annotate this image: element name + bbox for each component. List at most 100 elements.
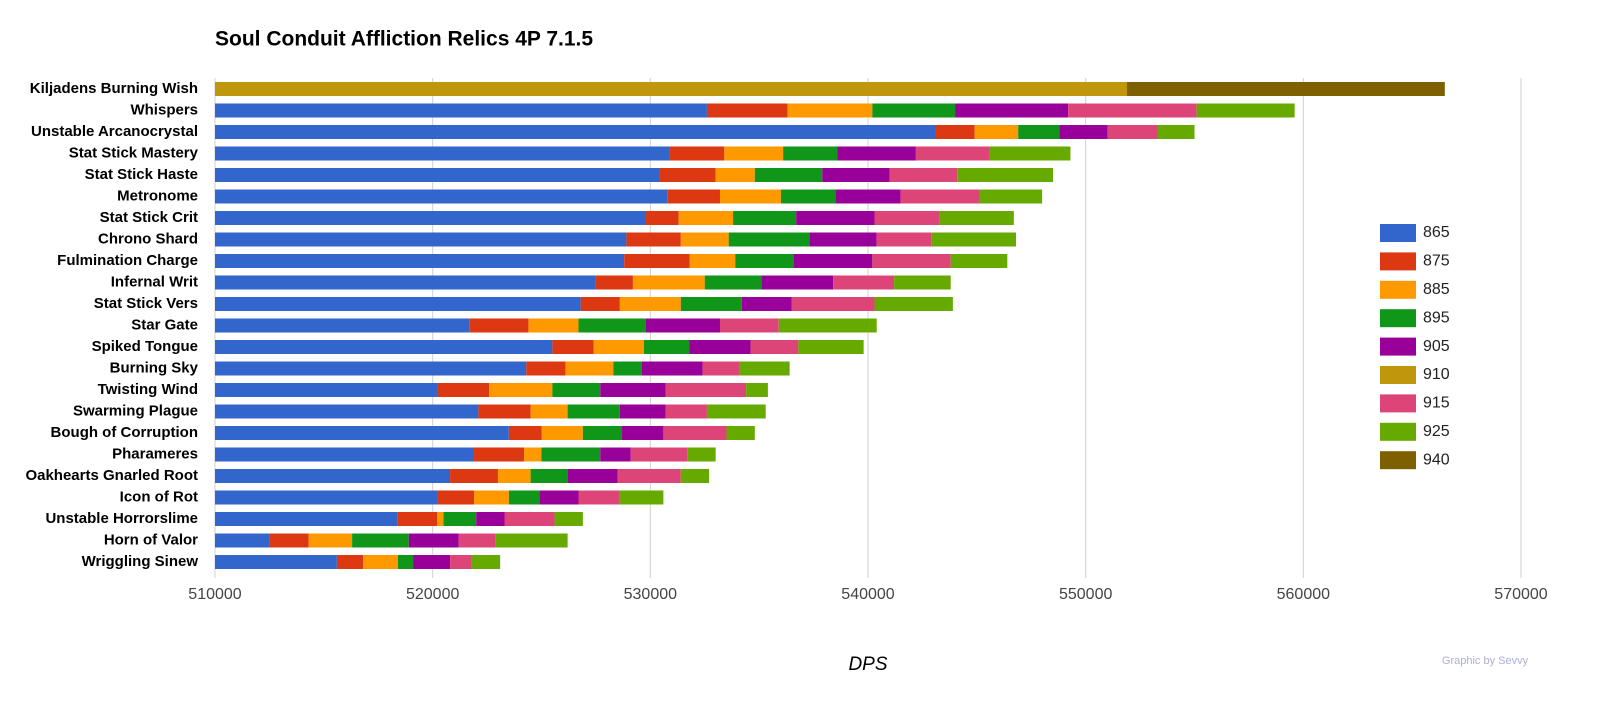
- bar-segment: [822, 168, 890, 182]
- bar-segment: [876, 232, 932, 247]
- bar-segment: [215, 512, 398, 526]
- bar-segment: [215, 254, 625, 268]
- bar-segment: [719, 189, 781, 204]
- x-tick-label: 550000: [1059, 586, 1112, 603]
- bar-segment: [726, 426, 755, 440]
- x-tick-label: 540000: [841, 586, 894, 603]
- bar-segment: [530, 469, 568, 483]
- bar-segment: [619, 297, 681, 311]
- bar-segment: [619, 490, 664, 505]
- legend-swatch: [1380, 422, 1416, 441]
- bar-segment: [215, 361, 527, 376]
- bar-segment: [582, 426, 623, 440]
- legend-swatch: [1380, 224, 1416, 242]
- bar-segment: [215, 490, 438, 505]
- bar-segment: [541, 426, 583, 440]
- bar-segment: [1196, 103, 1295, 118]
- category-label: Wriggling Sinew: [82, 553, 199, 570]
- category-label: Infernal Writ: [111, 273, 198, 290]
- bar-segment: [835, 189, 901, 204]
- bar-segment: [1107, 125, 1158, 139]
- bar-segment: [724, 146, 784, 161]
- bar-segment: [1157, 125, 1195, 139]
- x-tick-label: 510000: [188, 586, 241, 603]
- bar-segment: [874, 297, 953, 311]
- bar-segment: [798, 340, 864, 354]
- bar-segment: [915, 146, 990, 161]
- bar-segment: [900, 189, 980, 204]
- bar-segment: [989, 146, 1071, 161]
- bar-segment: [791, 297, 875, 311]
- category-label: Unstable Horrorslime: [45, 510, 198, 527]
- bar-segment: [215, 275, 596, 290]
- bar-segment: [754, 168, 823, 182]
- bar-segment: [458, 533, 496, 548]
- bar-segment: [1018, 125, 1060, 139]
- bar-segment: [624, 254, 690, 268]
- bar-segment: [1068, 103, 1197, 118]
- bar-segment: [735, 254, 794, 268]
- bar-segment: [578, 318, 646, 333]
- x-tick-label: 520000: [406, 586, 459, 603]
- bar-segment: [567, 404, 620, 419]
- x-axis-label: DPS: [848, 654, 887, 675]
- bar-segment: [595, 275, 633, 290]
- bar-segment: [793, 254, 873, 268]
- bar-segment: [704, 275, 762, 290]
- bar-segment: [215, 211, 646, 225]
- bar-segment: [215, 533, 270, 548]
- bar-segment: [578, 490, 620, 505]
- legend-swatch: [1380, 366, 1416, 384]
- bar-segment: [215, 168, 660, 182]
- bar-segment: [552, 340, 594, 354]
- bar-segment: [950, 254, 1008, 268]
- bar-segment: [215, 318, 470, 333]
- bar-segment: [478, 404, 531, 419]
- bar-segment: [741, 297, 792, 311]
- bar-segment: [955, 103, 1069, 118]
- bar-segment: [809, 232, 877, 247]
- bar-segment: [626, 232, 681, 247]
- bar-segment: [889, 168, 958, 182]
- bar-segment: [437, 383, 490, 397]
- bar-segment: [565, 361, 614, 376]
- bar-segment: [215, 189, 668, 204]
- bar-segment: [715, 168, 755, 182]
- bar-segment: [689, 340, 751, 354]
- bar-segment: [974, 125, 1019, 139]
- bar-segment: [215, 232, 627, 247]
- bar-segment: [600, 447, 631, 462]
- bar-segment: [939, 211, 1014, 225]
- chart-title: Soul Conduit Affliction Relics 4P 7.1.5: [215, 28, 593, 51]
- bar-segment: [837, 146, 916, 161]
- bar-segment: [567, 469, 618, 483]
- bar-segment: [645, 318, 720, 333]
- bar-segment: [528, 318, 579, 333]
- legend-swatch: [1380, 394, 1416, 413]
- bar-segment: [413, 555, 451, 569]
- bar-segment: [526, 361, 566, 376]
- bar-segment: [437, 512, 444, 526]
- bar-segment: [450, 555, 472, 569]
- x-tick-label: 570000: [1494, 586, 1547, 603]
- bar-segment: [874, 211, 940, 225]
- bar-segment: [580, 297, 620, 311]
- bar-segment: [680, 297, 742, 311]
- category-label: Stat Stick Vers: [94, 295, 198, 312]
- bar-segment: [215, 447, 475, 462]
- bar-segment: [215, 404, 479, 419]
- legend-label: 905: [1423, 338, 1450, 355]
- bar-segment: [643, 340, 690, 354]
- category-label: Unstable Arcanocrystal: [31, 123, 198, 140]
- credit: Graphic by Sevvy: [1442, 655, 1529, 667]
- bar-segment: [215, 340, 553, 354]
- category-label: Swarming Plague: [73, 402, 198, 419]
- bar-segment: [894, 275, 951, 290]
- bar-segment: [796, 211, 875, 225]
- x-tick-label: 560000: [1277, 586, 1330, 603]
- bar-segment: [931, 232, 1017, 247]
- bar-segment: [474, 490, 509, 505]
- bar-segment: [872, 254, 951, 268]
- bar-segment: [397, 512, 438, 526]
- bar-segment: [1127, 82, 1445, 96]
